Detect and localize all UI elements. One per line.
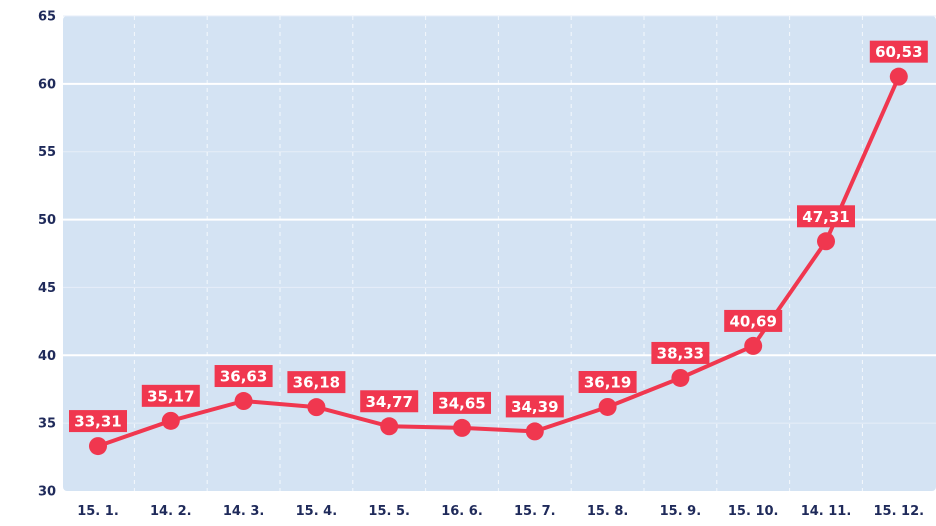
data-label-box-0 — [69, 410, 127, 433]
y-tick-label-60: 60 — [38, 77, 56, 92]
data-point-10 — [817, 232, 835, 251]
data-label-text-6: 34,39 — [511, 398, 558, 416]
data-label-text-10: 47,31 — [802, 208, 849, 226]
data-point-5 — [453, 418, 471, 437]
data-label-box-5 — [433, 391, 491, 414]
data-point-11 — [889, 67, 908, 86]
x-tick-label-10: 14. 11. — [801, 504, 852, 519]
data-label-2: 36,63 — [214, 365, 273, 388]
x-tick-label-3: 15. 4. — [296, 504, 338, 519]
x-tick-label-11: 15. 12. — [874, 504, 925, 519]
data-label-10: 47,31 — [797, 205, 855, 228]
x-tick-label-4: 15. 5. — [368, 504, 410, 519]
data-label-text-1: 35,17 — [147, 387, 194, 405]
data-label-box-6 — [505, 395, 564, 418]
data-point-7 — [598, 397, 617, 416]
data-label-box-11 — [869, 40, 928, 63]
x-tick-label-0: 15. 1. — [77, 504, 119, 519]
data-point-3 — [307, 398, 326, 417]
data-point-4 — [380, 417, 399, 436]
x-tick-label-7: 15. 8. — [587, 504, 629, 519]
data-point-1 — [161, 411, 180, 430]
y-tick-label-65: 65 — [38, 10, 56, 25]
data-label-box-2 — [214, 365, 273, 388]
data-label-text-4: 34,77 — [365, 393, 412, 411]
data-label-0: 33,31 — [69, 410, 127, 433]
y-tick-label-30: 30 — [38, 485, 56, 500]
data-label-7: 36,19 — [578, 370, 637, 393]
data-label-text-11: 60,53 — [875, 43, 922, 61]
data-label-text-2: 36,63 — [220, 368, 267, 386]
data-label-box-8 — [651, 341, 710, 364]
data-label-box-10 — [797, 205, 855, 228]
x-tick-label-5: 16. 6. — [441, 504, 483, 519]
data-label-box-3 — [287, 371, 346, 394]
data-point-9 — [744, 336, 763, 355]
data-label-box-9 — [724, 309, 783, 332]
data-label-box-7 — [578, 370, 637, 393]
x-tick-label-1: 14. 2. — [150, 504, 192, 519]
x-tick-label-2: 14. 3. — [223, 504, 265, 519]
x-tick-label-6: 15. 7. — [514, 504, 556, 519]
y-tick-label-40: 40 — [38, 349, 56, 364]
y-tick-label-50: 50 — [38, 213, 56, 228]
data-label-11: 60,53 — [869, 40, 928, 63]
data-point-6 — [525, 422, 544, 441]
data-label-text-7: 36,19 — [584, 373, 631, 391]
data-label-text-8: 38,33 — [657, 344, 704, 362]
x-tick-label-9: 15. 10. — [728, 504, 779, 519]
data-label-6: 34,39 — [505, 395, 564, 418]
data-label-9: 40,69 — [724, 309, 783, 332]
data-label-5: 34,65 — [433, 391, 491, 414]
data-point-0 — [89, 437, 107, 456]
data-label-1: 35,17 — [141, 384, 200, 407]
data-label-text-5: 34,65 — [438, 394, 485, 412]
data-point-2 — [234, 392, 253, 411]
data-label-8: 38,33 — [651, 341, 710, 364]
data-label-text-3: 36,18 — [293, 374, 340, 392]
y-tick-label-45: 45 — [38, 281, 56, 296]
y-tick-label-55: 55 — [38, 145, 56, 160]
data-label-box-1 — [141, 384, 200, 407]
data-label-text-9: 40,69 — [729, 312, 776, 330]
data-label-4: 34,77 — [360, 390, 419, 413]
data-label-box-4 — [360, 390, 419, 413]
data-label-3: 36,18 — [287, 371, 346, 394]
y-tick-label-35: 35 — [38, 417, 56, 432]
data-label-text-0: 33,31 — [74, 413, 121, 431]
x-tick-label-8: 15. 9. — [660, 504, 702, 519]
plot-area — [63, 16, 936, 491]
data-point-8 — [671, 368, 690, 387]
